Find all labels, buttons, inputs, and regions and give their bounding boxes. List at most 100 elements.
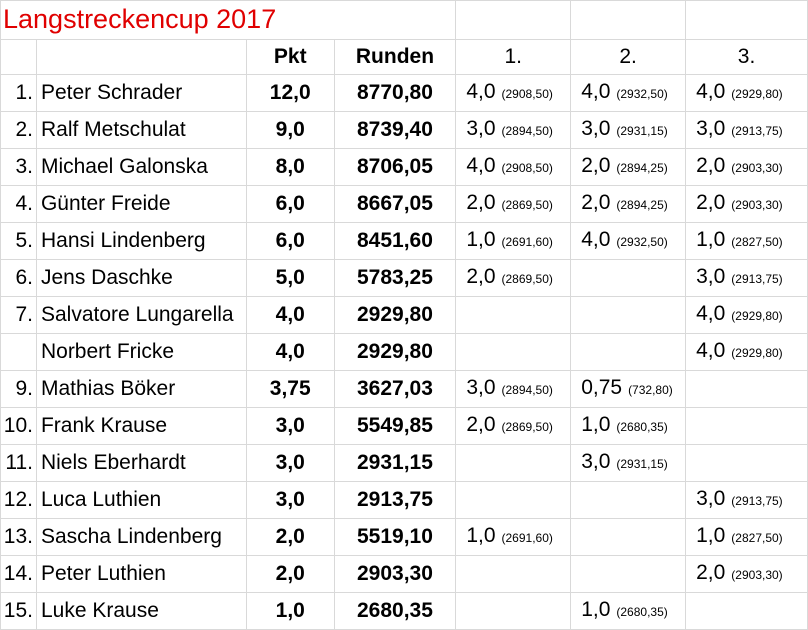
race-2-cell[interactable]: 3,0 (2931,15) [570, 111, 687, 149]
race-3-cell[interactable]: 4,0 (2929,80) [685, 74, 808, 112]
header-race-3[interactable]: 3. [685, 39, 808, 75]
name-cell[interactable]: Salvatore Lungarella [35, 296, 247, 334]
race-2-cell[interactable]: 1,0 (2680,35) [570, 407, 687, 445]
points-cell[interactable]: 3,0 [245, 481, 335, 519]
race-1-cell[interactable]: 1,0 (2691,60) [455, 222, 572, 260]
laps-cell[interactable]: 2913,75 [333, 481, 457, 519]
rank-cell[interactable]: 11. [0, 444, 37, 482]
race-2-cell[interactable]: 3,0 (2931,15) [570, 444, 687, 482]
race-2-cell[interactable]: 4,0 (2932,50) [570, 74, 687, 112]
rank-cell[interactable]: 14. [0, 555, 37, 593]
name-cell[interactable]: Ralf Metschulat [35, 111, 247, 149]
points-cell[interactable]: 3,0 [245, 444, 335, 482]
rank-cell[interactable]: 3. [0, 148, 37, 186]
laps-cell[interactable]: 2680,35 [333, 592, 457, 630]
race-2-cell[interactable]: 0,75 (732,80) [570, 370, 687, 408]
name-cell[interactable]: Günter Freide [35, 185, 247, 223]
race-1-cell[interactable]: 1,0 (2691,60) [455, 518, 572, 556]
race-2-cell[interactable] [570, 555, 687, 593]
race-3-cell[interactable]: 2,0 (2903,30) [685, 555, 808, 593]
rank-cell[interactable] [0, 333, 37, 371]
laps-cell[interactable]: 5549,85 [333, 407, 457, 445]
name-cell[interactable]: Luca Luthien [35, 481, 247, 519]
race-2-cell[interactable]: 2,0 (2894,25) [570, 185, 687, 223]
points-cell[interactable]: 3,75 [245, 370, 335, 408]
race-1-cell[interactable]: 3,0 (2894,50) [455, 370, 572, 408]
race-3-cell[interactable] [685, 444, 808, 482]
race-3-cell[interactable]: 1,0 (2827,50) [685, 518, 808, 556]
race-3-cell[interactable]: 3,0 (2913,75) [685, 111, 808, 149]
header-race-1[interactable]: 1. [455, 39, 572, 75]
race-3-cell[interactable] [685, 407, 808, 445]
rank-cell[interactable]: 10. [0, 407, 37, 445]
laps-cell[interactable]: 2929,80 [333, 296, 457, 334]
points-cell[interactable]: 9,0 [245, 111, 335, 149]
empty-cell[interactable] [0, 39, 37, 75]
name-cell[interactable]: Sascha Lindenberg [35, 518, 247, 556]
points-cell[interactable]: 2,0 [245, 555, 335, 593]
points-cell[interactable]: 6,0 [245, 185, 335, 223]
race-1-cell[interactable]: 3,0 (2894,50) [455, 111, 572, 149]
name-cell[interactable]: Jens Daschke [35, 259, 247, 297]
points-cell[interactable]: 6,0 [245, 222, 335, 260]
race-3-cell[interactable]: 3,0 (2913,75) [685, 259, 808, 297]
name-cell[interactable]: Frank Krause [35, 407, 247, 445]
race-2-cell[interactable]: 4,0 (2932,50) [570, 222, 687, 260]
name-cell[interactable]: Michael Galonska [35, 148, 247, 186]
race-1-cell[interactable] [455, 296, 572, 334]
race-3-cell[interactable]: 1,0 (2827,50) [685, 222, 808, 260]
race-2-cell[interactable] [570, 259, 687, 297]
race-1-cell[interactable] [455, 333, 572, 371]
race-2-cell[interactable]: 2,0 (2894,25) [570, 148, 687, 186]
race-1-cell[interactable] [455, 444, 572, 482]
rank-cell[interactable]: 13. [0, 518, 37, 556]
race-3-cell[interactable]: 2,0 (2903,30) [685, 148, 808, 186]
race-2-cell[interactable] [570, 518, 687, 556]
laps-cell[interactable]: 8770,80 [333, 74, 457, 112]
race-2-cell[interactable] [570, 333, 687, 371]
race-1-cell[interactable]: 4,0 (2908,50) [455, 148, 572, 186]
race-1-cell[interactable]: 2,0 (2869,50) [455, 407, 572, 445]
race-2-cell[interactable] [570, 481, 687, 519]
race-3-cell[interactable]: 3,0 (2913,75) [685, 481, 808, 519]
laps-cell[interactable]: 2903,30 [333, 555, 457, 593]
race-3-cell[interactable] [685, 592, 808, 630]
rank-cell[interactable]: 5. [0, 222, 37, 260]
header-race-2[interactable]: 2. [570, 39, 687, 75]
laps-cell[interactable]: 2931,15 [333, 444, 457, 482]
name-cell[interactable]: Mathias Böker [35, 370, 247, 408]
laps-cell[interactable]: 3627,03 [333, 370, 457, 408]
name-cell[interactable]: Luke Krause [35, 592, 247, 630]
race-3-cell[interactable]: 4,0 (2929,80) [685, 296, 808, 334]
name-cell[interactable]: Peter Schrader [35, 74, 247, 112]
race-1-cell[interactable] [455, 555, 572, 593]
laps-cell[interactable]: 5519,10 [333, 518, 457, 556]
race-2-cell[interactable]: 1,0 (2680,35) [570, 592, 687, 630]
laps-cell[interactable]: 8739,40 [333, 111, 457, 149]
points-cell[interactable]: 12,0 [245, 74, 335, 112]
rank-cell[interactable]: 12. [0, 481, 37, 519]
points-cell[interactable]: 8,0 [245, 148, 335, 186]
points-cell[interactable]: 2,0 [245, 518, 335, 556]
race-1-cell[interactable]: 2,0 (2869,50) [455, 185, 572, 223]
header-runden[interactable]: Runden [333, 39, 457, 75]
empty-cell[interactable] [35, 39, 247, 75]
title-cell[interactable]: Langstreckencup 2017 [0, 0, 457, 40]
rank-cell[interactable]: 1. [0, 74, 37, 112]
empty-cell[interactable] [685, 0, 808, 40]
rank-cell[interactable]: 4. [0, 185, 37, 223]
rank-cell[interactable]: 6. [0, 259, 37, 297]
race-1-cell[interactable]: 2,0 (2869,50) [455, 259, 572, 297]
name-cell[interactable]: Niels Eberhardt [35, 444, 247, 482]
race-3-cell[interactable]: 2,0 (2903,30) [685, 185, 808, 223]
rank-cell[interactable]: 15. [0, 592, 37, 630]
race-1-cell[interactable] [455, 592, 572, 630]
race-3-cell[interactable] [685, 370, 808, 408]
header-pkt[interactable]: Pkt [245, 39, 335, 75]
points-cell[interactable]: 1,0 [245, 592, 335, 630]
race-1-cell[interactable] [455, 481, 572, 519]
laps-cell[interactable]: 8667,05 [333, 185, 457, 223]
laps-cell[interactable]: 8451,60 [333, 222, 457, 260]
points-cell[interactable]: 4,0 [245, 296, 335, 334]
race-2-cell[interactable] [570, 296, 687, 334]
